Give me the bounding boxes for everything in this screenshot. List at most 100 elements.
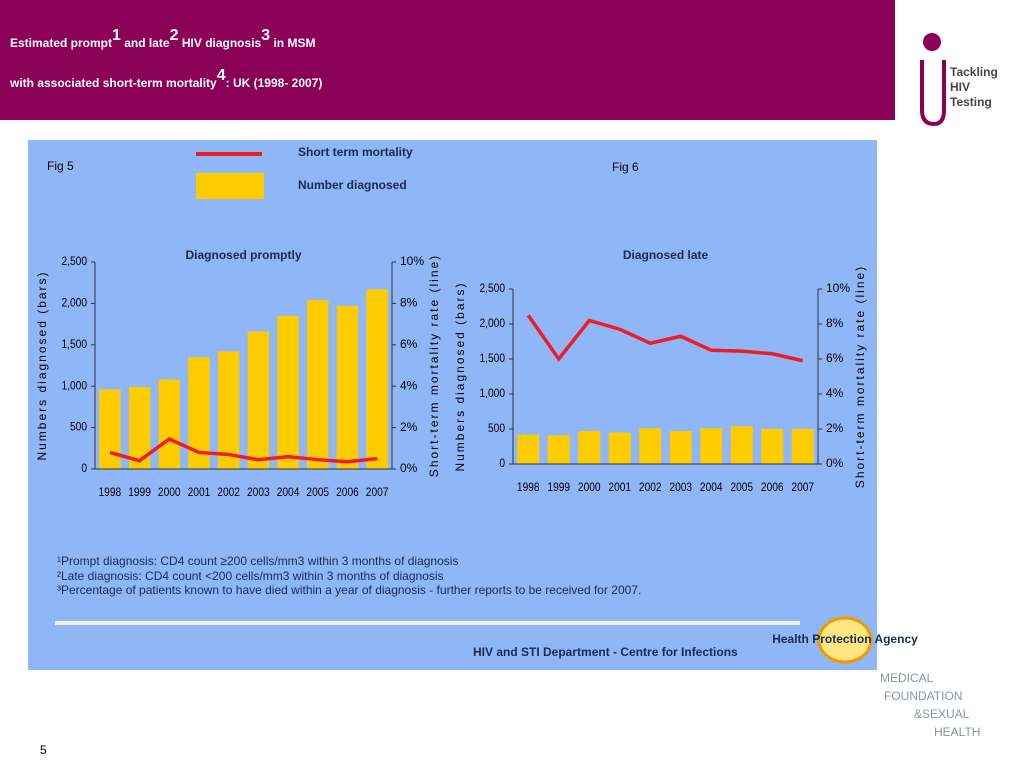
y-tick-label: 1,000: [479, 387, 505, 400]
y-axis-label: Numbers diagnosed (bars): [35, 270, 49, 460]
bar: [669, 431, 692, 464]
footnote: ³Percentage of patients known to have di…: [57, 583, 641, 597]
chart-title: Diagnosed late: [623, 248, 709, 262]
bar: [158, 379, 180, 469]
y2-tick-label: 0%: [826, 456, 844, 470]
superscript: 1: [112, 27, 121, 44]
bar: [277, 315, 299, 469]
x-tick-label: 2003: [247, 486, 270, 499]
x-tick-label: 1999: [128, 486, 151, 499]
bar: [761, 429, 784, 464]
x-tick-label: 2007: [366, 486, 389, 499]
hpa-text: Health Protection Agency: [772, 632, 918, 646]
y2-tick-label: 8%: [400, 296, 418, 310]
y-tick-label: 1,000: [61, 380, 87, 393]
bar: [128, 387, 151, 469]
x-tick-label: 2004: [700, 481, 723, 494]
footer: HIV and STI Department - Centre for Infe…: [473, 645, 738, 659]
y-tick-label: 0: [81, 462, 87, 475]
slide-title: with associated short-term mortality4: U…: [9, 67, 322, 90]
medfash-text: FOUNDATION: [884, 689, 962, 703]
title-bar: [0, 0, 895, 120]
title-part: in MSM: [270, 36, 315, 50]
y-tick-label: 1,500: [479, 352, 505, 365]
y-tick-label: 0: [499, 457, 505, 470]
y2-tick-label: 4%: [826, 386, 844, 400]
y-tick-label: 2,500: [61, 255, 87, 268]
x-tick-label: 2001: [188, 486, 211, 499]
y-tick-label: 500: [488, 422, 505, 435]
x-tick-label: 1998: [517, 481, 540, 494]
y2-tick-label: 2%: [826, 421, 844, 435]
x-tick-label: 2002: [639, 481, 662, 494]
y-tick-label: 500: [70, 421, 87, 434]
y-tick-label: 2,500: [479, 282, 505, 295]
superscript: 2: [170, 27, 179, 44]
y-tick-label: 2,000: [479, 317, 505, 330]
logo-text: Testing: [950, 95, 992, 109]
bar: [517, 434, 540, 464]
x-tick-label: 2006: [761, 481, 784, 494]
medfash-text: HEALTH: [934, 725, 980, 739]
line: [526, 314, 804, 363]
y2-tick-label: 4%: [400, 378, 418, 392]
footnote: ¹Prompt diagnosis: CD4 count ≥200 cells/…: [57, 554, 458, 568]
y-tick-label: 1,500: [61, 338, 87, 351]
title-part: HIV diagnosis: [179, 36, 262, 50]
x-tick-label: 2004: [277, 486, 300, 499]
x-tick-label: 2001: [608, 481, 631, 494]
y2-axis-label: Short-term mortality rate (line): [427, 254, 441, 477]
bar: [578, 431, 601, 464]
bar: [247, 331, 270, 469]
legend-label: Short term mortality: [298, 145, 413, 159]
x-tick-label: 2007: [791, 481, 814, 494]
y-tick-label: 2,000: [61, 297, 87, 310]
x-tick-label: 2005: [306, 486, 329, 499]
bar: [791, 429, 814, 464]
bar: [700, 428, 723, 464]
slide-title: Estimated prompt1 and late2 HIV diagnosi…: [10, 27, 315, 50]
x-tick-label: 2002: [217, 486, 240, 499]
x-tick-label: 2006: [336, 486, 359, 499]
figure-label: Fig 5: [47, 159, 74, 173]
legend-swatch: [196, 173, 264, 199]
footnote: ²Late diagnosis: CD4 count <200 cells/mm…: [57, 569, 444, 583]
logo-text: Tackling: [950, 65, 998, 79]
line: [109, 436, 378, 464]
y2-tick-label: 10%: [400, 254, 424, 268]
bar: [366, 289, 388, 469]
medfash-text: &SEXUAL: [914, 707, 970, 721]
bar: [547, 435, 570, 464]
x-tick-label: 2000: [578, 481, 601, 494]
title-part: with associated short-term mortality: [9, 76, 217, 90]
bar: [188, 357, 210, 469]
y2-tick-label: 6%: [400, 337, 418, 351]
y2-tick-label: 6%: [826, 351, 844, 365]
bar: [217, 351, 240, 469]
superscript: 3: [261, 27, 270, 44]
figure-label: Fig 6: [612, 160, 639, 174]
chart-title: Diagnosed promptly: [185, 248, 301, 262]
page-number: 5: [40, 743, 47, 757]
superscript: 4: [217, 67, 226, 84]
logo-dot: [923, 33, 941, 51]
x-tick-label: 2000: [158, 486, 181, 499]
hpa-logo: [817, 616, 873, 664]
x-tick-label: 1999: [547, 481, 570, 494]
bar: [730, 426, 753, 464]
bar: [99, 389, 121, 469]
y2-tick-label: 0%: [400, 461, 418, 475]
bar: [608, 432, 631, 464]
title-part: and late: [121, 36, 170, 50]
logo-text: HIV: [950, 80, 970, 94]
bar: [307, 300, 329, 469]
x-tick-label: 1998: [99, 486, 122, 499]
y2-tick-label: 8%: [826, 316, 844, 330]
logo-shape: [920, 60, 946, 127]
y-axis-label: Numbers diagnosed (bars): [453, 281, 467, 471]
y2-axis-label: Short-term mortality rate (line): [853, 265, 867, 488]
title-part: Estimated prompt: [10, 36, 112, 50]
x-tick-label: 2003: [669, 481, 692, 494]
x-tick-label: 2005: [730, 481, 753, 494]
